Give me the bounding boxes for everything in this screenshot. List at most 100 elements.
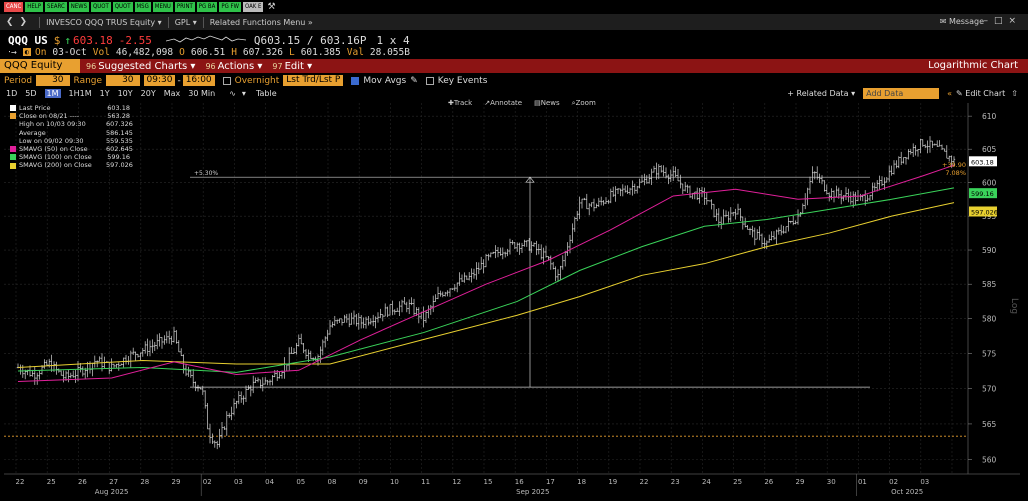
- tool-track[interactable]: ✚ Track: [448, 99, 472, 108]
- tool-annotate[interactable]: ↗ Annotate: [484, 99, 522, 108]
- function-selector[interactable]: GPL ▾: [175, 18, 197, 27]
- forward-arrow-icon[interactable]: ❯: [19, 17, 28, 27]
- range-bar: 1D 5D 1M 1H1M 1Y 10Y 20Y Max 30 Min ∿ ▾ Table + …: [0, 87, 1028, 99]
- function-key-0[interactable]: CANC: [4, 1, 24, 12]
- double-left-arrow-icon[interactable]: «: [947, 88, 953, 98]
- y-tick-label: 605: [982, 145, 997, 154]
- close-icon[interactable]: ×: [1008, 16, 1022, 26]
- legend-value: 599.16: [107, 153, 130, 162]
- edit-chart-button[interactable]: ✎ Edit Chart: [956, 89, 1005, 98]
- edit-button[interactable]: 97 Edit ▾: [272, 61, 312, 72]
- range-input[interactable]: 30: [106, 75, 140, 86]
- x-tick-label: 29: [796, 478, 805, 486]
- function-key-9[interactable]: PG BA: [196, 1, 218, 12]
- pencil-icon[interactable]: ✎: [410, 75, 418, 86]
- function-key-4[interactable]: QUOT: [91, 1, 111, 12]
- pencil-icon: ✎: [956, 88, 963, 98]
- legend-swatch: [10, 122, 16, 128]
- legend-row[interactable]: SMAVG (50) on Close 602.645: [10, 145, 133, 153]
- security-selector[interactable]: INVESCO QQQ TRUS Equity ▾: [46, 18, 162, 27]
- legend-row[interactable]: Last Price 603.18: [10, 104, 130, 112]
- function-key-8[interactable]: PRINT: [174, 1, 195, 12]
- range-button-8[interactable]: 30 Min: [188, 88, 216, 98]
- tool-label: News: [540, 99, 560, 107]
- x-tick-label: 24: [702, 478, 711, 486]
- suggested-charts-button[interactable]: 96 Suggested Charts ▾: [86, 61, 195, 72]
- legend-row[interactable]: SMAVG (200) on Close 597.026: [10, 161, 133, 170]
- function-key-11[interactable]: OAK E: [242, 1, 264, 12]
- price-chart[interactable]: 560 565 570 575 580 585 590 595 600 605 610 Log +5.3…: [0, 99, 1028, 501]
- function-key-7[interactable]: MENU: [152, 1, 173, 12]
- chart-canvas[interactable]: 560 565 570 575 580 585 590 595 600 605 610 Log +5.3…: [0, 99, 1028, 501]
- range-button-4[interactable]: 1Y: [99, 88, 110, 98]
- function-key-10[interactable]: PG FW: [219, 1, 241, 12]
- back-arrow-icon[interactable]: ❮: [6, 17, 14, 27]
- maximize-icon[interactable]: □: [993, 16, 1009, 26]
- chevron-down-icon: ▾: [257, 60, 263, 72]
- trade-date: 03-Oct: [52, 46, 87, 58]
- legend-swatch: [10, 130, 16, 136]
- range-button-7[interactable]: Max: [163, 88, 181, 98]
- ticker[interactable]: QQQ US: [8, 33, 48, 47]
- time-to-input[interactable]: 16:00: [182, 75, 215, 86]
- open-price: 606.51: [190, 46, 226, 58]
- mov-avgs-checkbox[interactable]: [351, 76, 360, 85]
- add-data-input[interactable]: Add Data: [863, 87, 940, 99]
- range-button-5[interactable]: 10Y: [117, 88, 133, 98]
- wrench-icon[interactable]: ⚒: [267, 1, 276, 12]
- message-button[interactable]: ✉ Message: [940, 17, 984, 26]
- line-chart-icon[interactable]: ∿: [229, 88, 236, 98]
- x-tick-label: 30: [827, 478, 836, 486]
- x-tick-label: 22: [640, 478, 649, 486]
- value-traded: 28.055B: [369, 46, 410, 58]
- y-tick-label: 570: [982, 385, 997, 394]
- legend-row[interactable]: Low on 09/02 09:30 559.535: [10, 137, 133, 145]
- tool-news[interactable]: ▤ News: [534, 99, 560, 108]
- function-key-1[interactable]: HELP: [25, 1, 44, 12]
- high-price: 607.326: [242, 46, 283, 58]
- bid-ask: Q603.15 / 603.16P: [253, 33, 367, 47]
- chevron-down-icon: ▾: [192, 17, 197, 27]
- message-label: Message: [948, 17, 984, 26]
- sma200-line: [17, 202, 955, 368]
- range-button-2[interactable]: 1M: [44, 88, 61, 98]
- overnight-checkbox[interactable]: [222, 76, 231, 85]
- range-button-3[interactable]: 1H1M: [68, 88, 92, 98]
- legend-value: 586.145: [106, 128, 133, 137]
- tool-zoom[interactable]: ⌕ Zoom: [572, 99, 596, 108]
- time-from-input[interactable]: 09:30: [143, 75, 176, 86]
- function-key-3[interactable]: NEWS: [68, 1, 89, 12]
- range-button-1[interactable]: 5D: [25, 88, 37, 98]
- chevron-down-icon[interactable]: ▾: [241, 88, 246, 98]
- legend-row[interactable]: SMAVG (100) on Close 599.16: [10, 153, 130, 161]
- table-button[interactable]: Table: [255, 88, 277, 98]
- range-button-6[interactable]: 20Y: [140, 88, 156, 98]
- function-key-bar: CANC HELP SEARC NEWS QUOT QUOT MSG MENU PRINT PG …: [0, 0, 1028, 13]
- function-key-6[interactable]: MSG: [134, 1, 151, 12]
- tool-label: Track: [453, 99, 473, 107]
- y-tick-label: 585: [982, 280, 997, 289]
- function-key-5[interactable]: QUOT: [112, 1, 133, 12]
- legend-label: SMAVG (200) on Close: [19, 161, 92, 170]
- key-events-checkbox[interactable]: [425, 76, 434, 85]
- related-data-button[interactable]: + Related Data ▾: [787, 88, 856, 98]
- minimize-icon[interactable]: –: [983, 16, 994, 26]
- key-events-label: Key Events: [437, 75, 488, 86]
- related-functions-menu[interactable]: Related Functions Menu »: [210, 18, 313, 27]
- period-input[interactable]: 30: [36, 75, 70, 86]
- price-type-select[interactable]: Lst Trd/Lst P: [283, 75, 344, 86]
- range-button-0[interactable]: 1D: [6, 88, 18, 98]
- legend-row[interactable]: Average 586.145: [10, 128, 133, 137]
- price-marker-label: 597.026: [971, 208, 998, 216]
- legend-label: High on 10/03 09:30: [19, 120, 86, 129]
- function-key-2[interactable]: SEARC: [45, 1, 67, 12]
- legend-row[interactable]: High on 10/03 09:30 607.326: [10, 120, 133, 129]
- legend-row[interactable]: Close on 08/21 ---- 563.28: [10, 112, 130, 120]
- related-data-label: Related Data: [796, 88, 849, 98]
- collapse-icon[interactable]: ⇧: [1011, 88, 1018, 98]
- security-field[interactable]: QQQ Equity: [0, 59, 80, 73]
- measure-percent-label: +5.30%: [194, 170, 218, 177]
- x-tick-label: 22: [16, 478, 25, 486]
- actions-button[interactable]: 96 Actions ▾: [205, 61, 262, 72]
- x-tick-label: 17: [546, 478, 555, 486]
